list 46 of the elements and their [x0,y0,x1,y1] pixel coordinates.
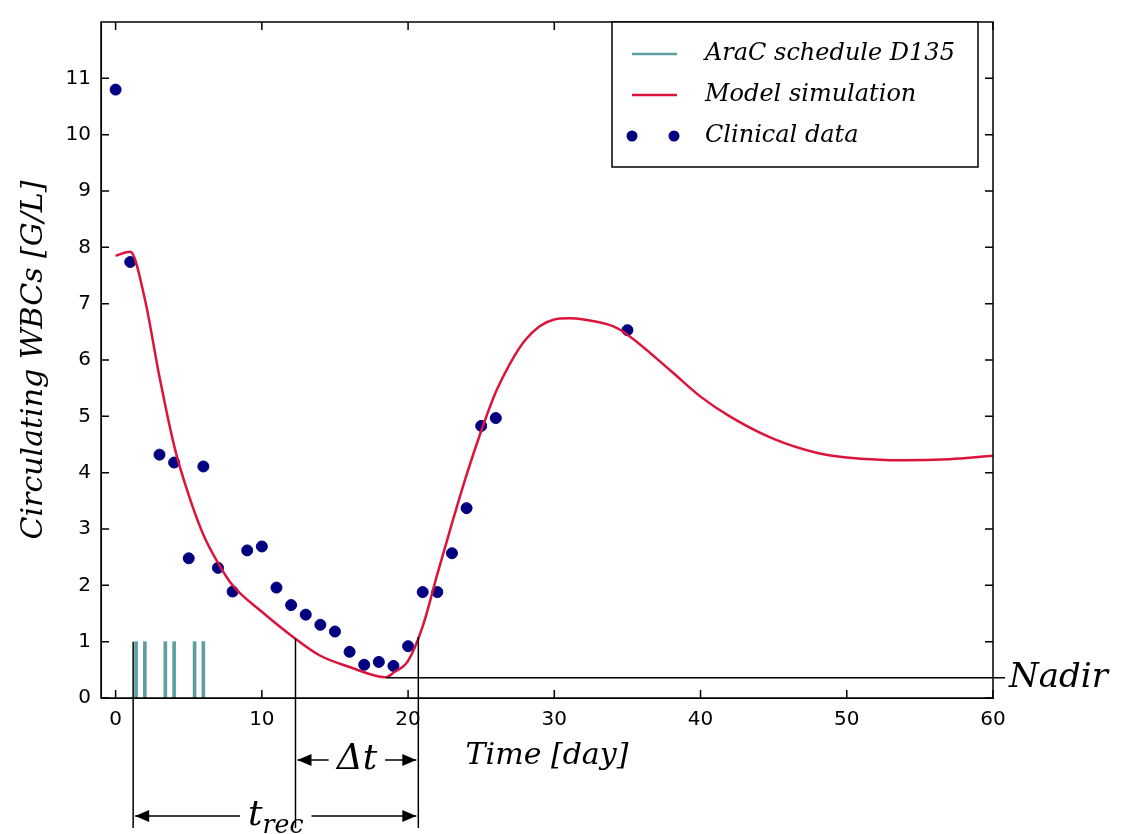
point [153,448,166,461]
line-series [114,250,993,679]
x-axis-title: Time [day] [465,735,629,771]
point [109,83,122,96]
x-tick-label: 30 [541,706,568,731]
point [255,540,268,553]
point [285,599,298,612]
y-tick-label: 9 [78,177,91,202]
legend-label: Model simulation [704,79,917,108]
point [270,581,283,594]
point [489,412,502,425]
point [445,547,458,560]
x-tick-label: 10 [249,706,275,731]
legend-label: Clinical data [705,120,859,149]
y-tick-label: 11 [65,64,91,89]
point [328,625,341,638]
text: Δt [334,736,378,778]
point [314,618,327,631]
x-tick-label: 40 [687,706,714,731]
y-tick-label: 4 [78,458,91,483]
y-tick-label: 7 [78,289,91,314]
x-tick-label: 50 [834,706,860,731]
point [241,544,254,557]
y-tick-label: 8 [78,233,91,258]
point [402,640,415,653]
point [387,659,400,672]
y-tick-label: 10 [65,120,91,145]
x-tick-label: 0 [109,706,122,731]
ref-line-label: Nadir [1008,654,1110,695]
y-tick-label: 2 [78,571,91,596]
point [460,502,473,515]
point [358,658,371,671]
point [299,608,312,621]
point [197,460,210,473]
point [343,645,356,658]
y-tick-label: 1 [78,627,91,652]
y-tick-label: 5 [78,402,91,427]
point [372,655,385,668]
y-tick-label: 6 [78,346,91,371]
point [416,586,429,599]
legend-label: AraC schedule D135 [703,38,955,67]
point [182,552,195,565]
y-axis-title: Circulating WBCs [G/L] [13,180,49,540]
y-tick-label: 0 [78,684,91,709]
y-tick-label: 3 [78,515,91,540]
x-tick-label: 60 [980,706,1006,731]
